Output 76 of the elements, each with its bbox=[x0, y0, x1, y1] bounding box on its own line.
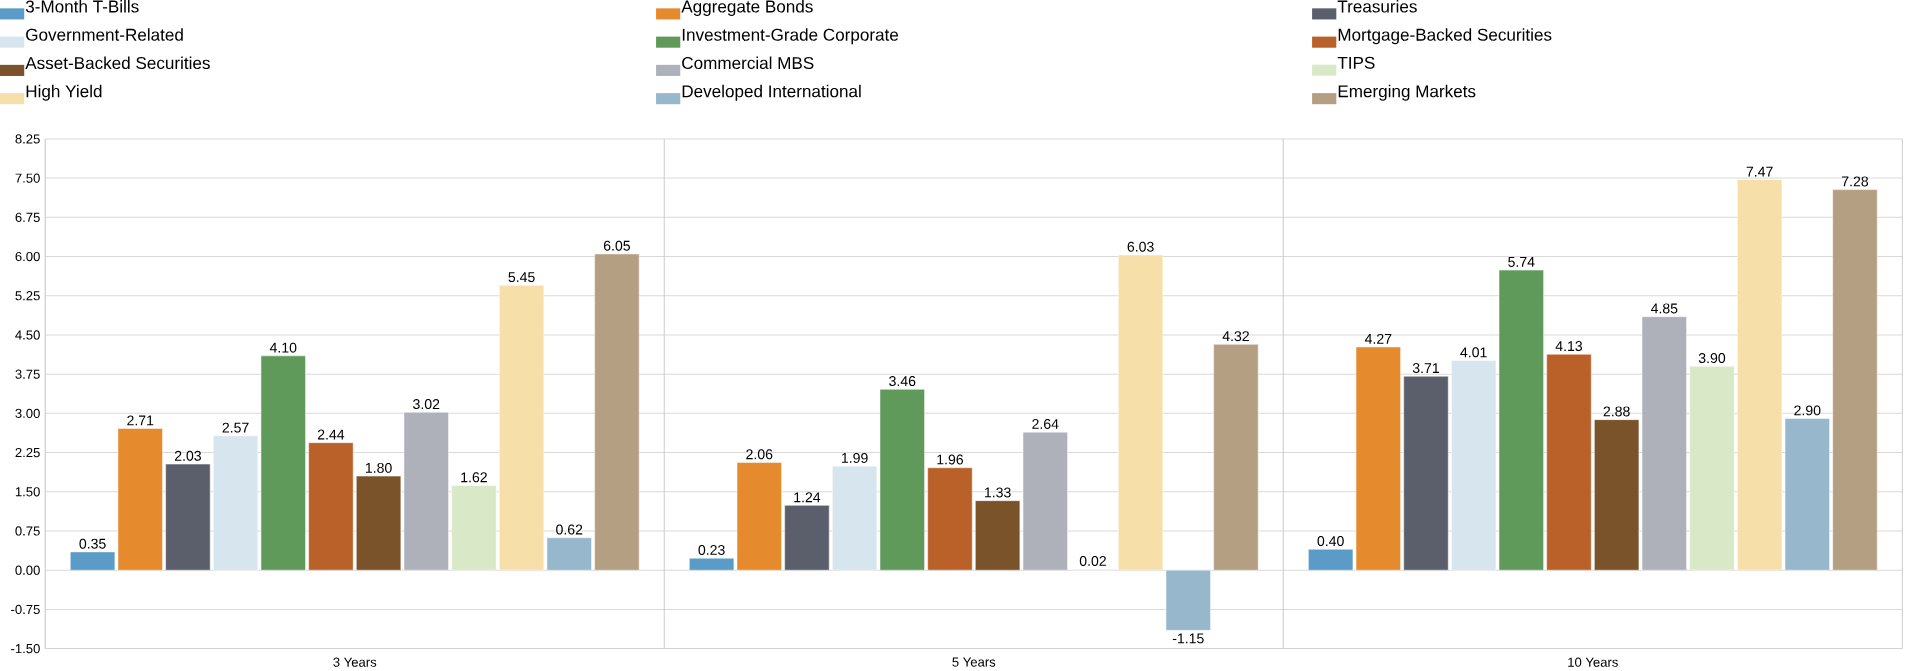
legend-label: 3-Month T-Bills bbox=[25, 0, 139, 13]
y-tick-label: 2.25 bbox=[15, 447, 40, 457]
bar bbox=[1403, 375, 1449, 571]
legend-label: Commercial MBS bbox=[682, 56, 814, 69]
y-tick-label: 0.75 bbox=[15, 526, 40, 536]
data-label: 1.96 bbox=[937, 454, 964, 465]
y-tick-label: 6.00 bbox=[15, 251, 40, 261]
data-label: 7.47 bbox=[1746, 166, 1773, 177]
data-label: 2.44 bbox=[317, 429, 345, 440]
legend-label: Treasuries bbox=[1337, 0, 1417, 13]
data-label: 0.23 bbox=[698, 544, 725, 555]
y-tick-label: 1.50 bbox=[15, 486, 40, 497]
data-label: 3.02 bbox=[413, 398, 440, 409]
data-label: 5.74 bbox=[1508, 256, 1535, 267]
y-tick-label: -0.75 bbox=[11, 604, 40, 614]
data-label: 4.27 bbox=[1364, 333, 1392, 344]
data-label: 4.85 bbox=[1650, 303, 1678, 314]
y-tick-label: 3.00 bbox=[15, 408, 40, 418]
y-tick-label: 8.25 bbox=[15, 134, 40, 144]
data-label: 1.62 bbox=[461, 472, 487, 483]
data-label: 5.45 bbox=[508, 272, 535, 282]
x-tick-label: 3 Years bbox=[333, 657, 377, 667]
data-label: 6.03 bbox=[1127, 241, 1154, 252]
legend-label: TIPS bbox=[1337, 56, 1375, 69]
legend-label: Aggregate Bonds bbox=[681, 0, 813, 16]
data-label: 0.35 bbox=[79, 538, 106, 549]
legend-label: Developed International bbox=[682, 84, 861, 101]
bar bbox=[165, 463, 211, 571]
data-label: 7.28 bbox=[1841, 176, 1869, 187]
legend-label: Investment-Grade Corporate bbox=[682, 28, 899, 44]
y-tick-label: 0.00 bbox=[15, 565, 40, 575]
x-tick-label: 5 Years bbox=[952, 657, 996, 667]
data-label: 1.80 bbox=[365, 462, 392, 473]
data-label: 4.32 bbox=[1222, 330, 1249, 341]
data-label: 0.62 bbox=[556, 524, 583, 535]
data-label: 1.99 bbox=[841, 452, 868, 463]
bar bbox=[1832, 189, 1878, 571]
y-tick-label: 4.50 bbox=[15, 330, 40, 340]
bar bbox=[308, 442, 354, 571]
legend-label: Asset-Backed Securities bbox=[25, 56, 210, 69]
data-label: 4.01 bbox=[1460, 347, 1487, 358]
legend-label: Government-Related bbox=[26, 28, 183, 41]
data-label: 2.88 bbox=[1603, 406, 1630, 417]
y-tick-label: 7.50 bbox=[15, 173, 40, 183]
data-label: 0.40 bbox=[1317, 535, 1344, 546]
data-label: 3.46 bbox=[889, 375, 916, 386]
y-tick-label: -1.50 bbox=[11, 643, 40, 653]
data-label: 4.13 bbox=[1555, 340, 1583, 351]
bar bbox=[927, 467, 973, 571]
data-label: 2.57 bbox=[222, 422, 249, 433]
data-label: 2.71 bbox=[127, 415, 154, 426]
data-label: 2.90 bbox=[1794, 405, 1821, 416]
legend-label: Emerging Markets bbox=[1338, 84, 1476, 101]
x-tick-label: 10 Years bbox=[1568, 657, 1618, 667]
data-label: 3.71 bbox=[1412, 362, 1439, 373]
bar bbox=[784, 504, 830, 571]
data-label: 3.90 bbox=[1698, 352, 1726, 363]
data-label: 0.02 bbox=[1079, 555, 1106, 566]
data-label: -1.15 bbox=[1172, 633, 1204, 644]
data-label: 4.10 bbox=[269, 342, 297, 353]
data-label: 2.64 bbox=[1032, 418, 1059, 429]
data-label: 2.06 bbox=[746, 449, 773, 460]
bar bbox=[1213, 343, 1259, 571]
data-label: 2.03 bbox=[174, 450, 201, 461]
bar bbox=[1546, 353, 1592, 571]
data-label: 6.05 bbox=[603, 240, 631, 251]
legend-label: Mortgage-Backed Securities bbox=[1338, 28, 1552, 44]
bar bbox=[594, 253, 640, 571]
data-label: 1.33 bbox=[984, 487, 1011, 498]
legend-label: High Yield bbox=[26, 84, 102, 101]
y-tick-label: 6.75 bbox=[15, 212, 40, 222]
bar bbox=[451, 485, 497, 571]
bar bbox=[1689, 365, 1735, 571]
y-tick-label: 5.25 bbox=[15, 290, 40, 301]
data-label: 1.24 bbox=[794, 492, 821, 502]
y-tick-label: 3.75 bbox=[15, 369, 40, 379]
